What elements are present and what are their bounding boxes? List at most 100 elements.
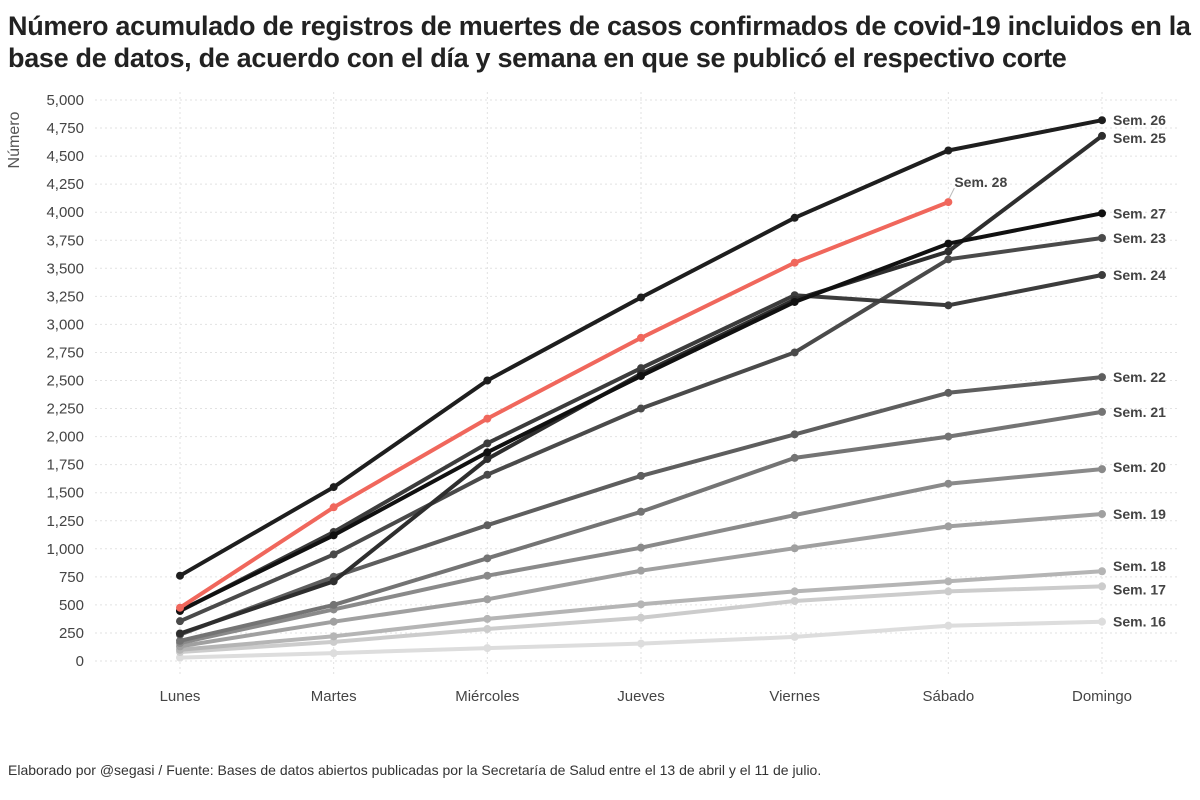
data-point xyxy=(483,644,492,653)
series-label: Sem. 27 xyxy=(1113,205,1166,221)
data-point xyxy=(483,554,492,563)
data-point xyxy=(637,333,645,342)
series-sem-27 xyxy=(176,209,1106,615)
y-tick-label: 1,500 xyxy=(46,485,84,502)
data-point xyxy=(483,595,492,604)
data-point xyxy=(176,571,184,580)
data-point xyxy=(483,414,492,423)
data-point xyxy=(637,364,645,373)
y-tick-label: 250 xyxy=(59,625,84,642)
y-tick-label: 3,500 xyxy=(46,260,84,277)
data-point xyxy=(790,587,799,596)
series-label: Sem. 26 xyxy=(1113,112,1166,128)
y-tick-label: 4,250 xyxy=(46,176,84,193)
x-tick-label: Jueves xyxy=(617,688,665,705)
x-tick-label: Martes xyxy=(311,688,357,705)
data-point xyxy=(483,625,492,634)
y-tick-label: 5,000 xyxy=(46,92,84,109)
data-point xyxy=(944,522,953,531)
data-point xyxy=(637,372,645,381)
series-label: Sem. 28 xyxy=(954,174,1007,190)
data-point xyxy=(1098,407,1106,416)
series-sem-16 xyxy=(176,617,1106,662)
x-tick-label: Miércoles xyxy=(455,688,519,705)
x-tick-label: Sábado xyxy=(922,688,974,705)
series-sem-26 xyxy=(176,116,1106,580)
data-point xyxy=(329,637,338,646)
data-point xyxy=(790,544,799,553)
series-sem-21 xyxy=(176,407,1106,645)
data-point xyxy=(1098,510,1106,519)
data-point xyxy=(329,503,338,512)
data-point xyxy=(944,247,953,256)
data-point xyxy=(483,376,492,385)
y-tick-label: 750 xyxy=(59,569,84,586)
series-label: Sem. 18 xyxy=(1113,558,1166,574)
series-label: Sem. 16 xyxy=(1113,614,1166,630)
series-label: Sem. 19 xyxy=(1113,506,1166,522)
data-point xyxy=(790,632,799,641)
y-tick-label: 1,000 xyxy=(46,541,84,558)
series-group xyxy=(176,116,1106,662)
data-point xyxy=(790,430,799,439)
data-point xyxy=(944,198,953,207)
data-point xyxy=(637,293,645,302)
data-point xyxy=(637,613,645,622)
x-tick-label: Domingo xyxy=(1072,688,1132,705)
y-axis-label: Número xyxy=(6,111,23,168)
data-point xyxy=(944,388,953,397)
series-label: Sem. 25 xyxy=(1113,130,1166,146)
data-point xyxy=(176,636,184,645)
data-point xyxy=(329,617,338,626)
data-point xyxy=(329,483,338,492)
data-point xyxy=(944,239,953,248)
y-tick-label: 1,250 xyxy=(46,513,84,530)
y-tick-label: 2,750 xyxy=(46,344,84,361)
x-axis: Lunes Martes Miércoles Jueves Viernes Sábado D… xyxy=(160,688,1132,705)
data-point xyxy=(1098,116,1106,125)
series-labels: Sem. 16 Sem. 17 Sem. 18 Sem. 19 Sem. 20 Sem. … xyxy=(948,112,1166,630)
data-point xyxy=(1098,373,1106,382)
data-point xyxy=(1098,465,1106,474)
data-point xyxy=(637,566,645,575)
series-line xyxy=(178,200,951,610)
data-point xyxy=(1098,131,1106,140)
series-label: Sem. 23 xyxy=(1113,230,1166,246)
data-point xyxy=(1098,567,1106,576)
data-point xyxy=(176,603,184,612)
data-point xyxy=(483,439,492,448)
data-point xyxy=(483,614,492,623)
data-point xyxy=(329,531,338,540)
series-label: Sem. 21 xyxy=(1113,404,1166,420)
data-point xyxy=(790,213,799,222)
data-point xyxy=(1098,617,1106,626)
data-point xyxy=(944,621,953,630)
data-point xyxy=(329,600,338,609)
data-point xyxy=(483,521,492,530)
data-point xyxy=(1098,271,1106,280)
y-tick-label: 4,750 xyxy=(46,120,84,137)
data-point xyxy=(944,146,953,155)
data-point xyxy=(790,596,799,605)
data-point xyxy=(944,255,953,264)
y-tick-label: 3,000 xyxy=(46,316,84,333)
data-point xyxy=(944,577,953,586)
y-tick-label: 3,750 xyxy=(46,232,84,249)
data-point xyxy=(329,577,338,586)
y-axis: 0 250 500 750 1,000 1,250 1,500 1,750 2,000 2,250… xyxy=(46,92,84,670)
data-point xyxy=(637,507,645,516)
data-point xyxy=(483,455,492,464)
data-point xyxy=(329,649,338,658)
label-leader xyxy=(948,187,955,199)
data-point xyxy=(637,404,645,413)
data-point xyxy=(790,348,799,357)
data-point xyxy=(637,471,645,480)
series-label: Sem. 20 xyxy=(1113,459,1166,475)
y-tick-label: 1,750 xyxy=(46,457,84,474)
data-point xyxy=(790,258,799,267)
data-point xyxy=(483,448,492,457)
series-sem-23 xyxy=(176,234,1106,626)
source-caption: Elaborado por @segasi / Fuente: Bases de… xyxy=(8,762,822,778)
data-point xyxy=(790,453,799,462)
